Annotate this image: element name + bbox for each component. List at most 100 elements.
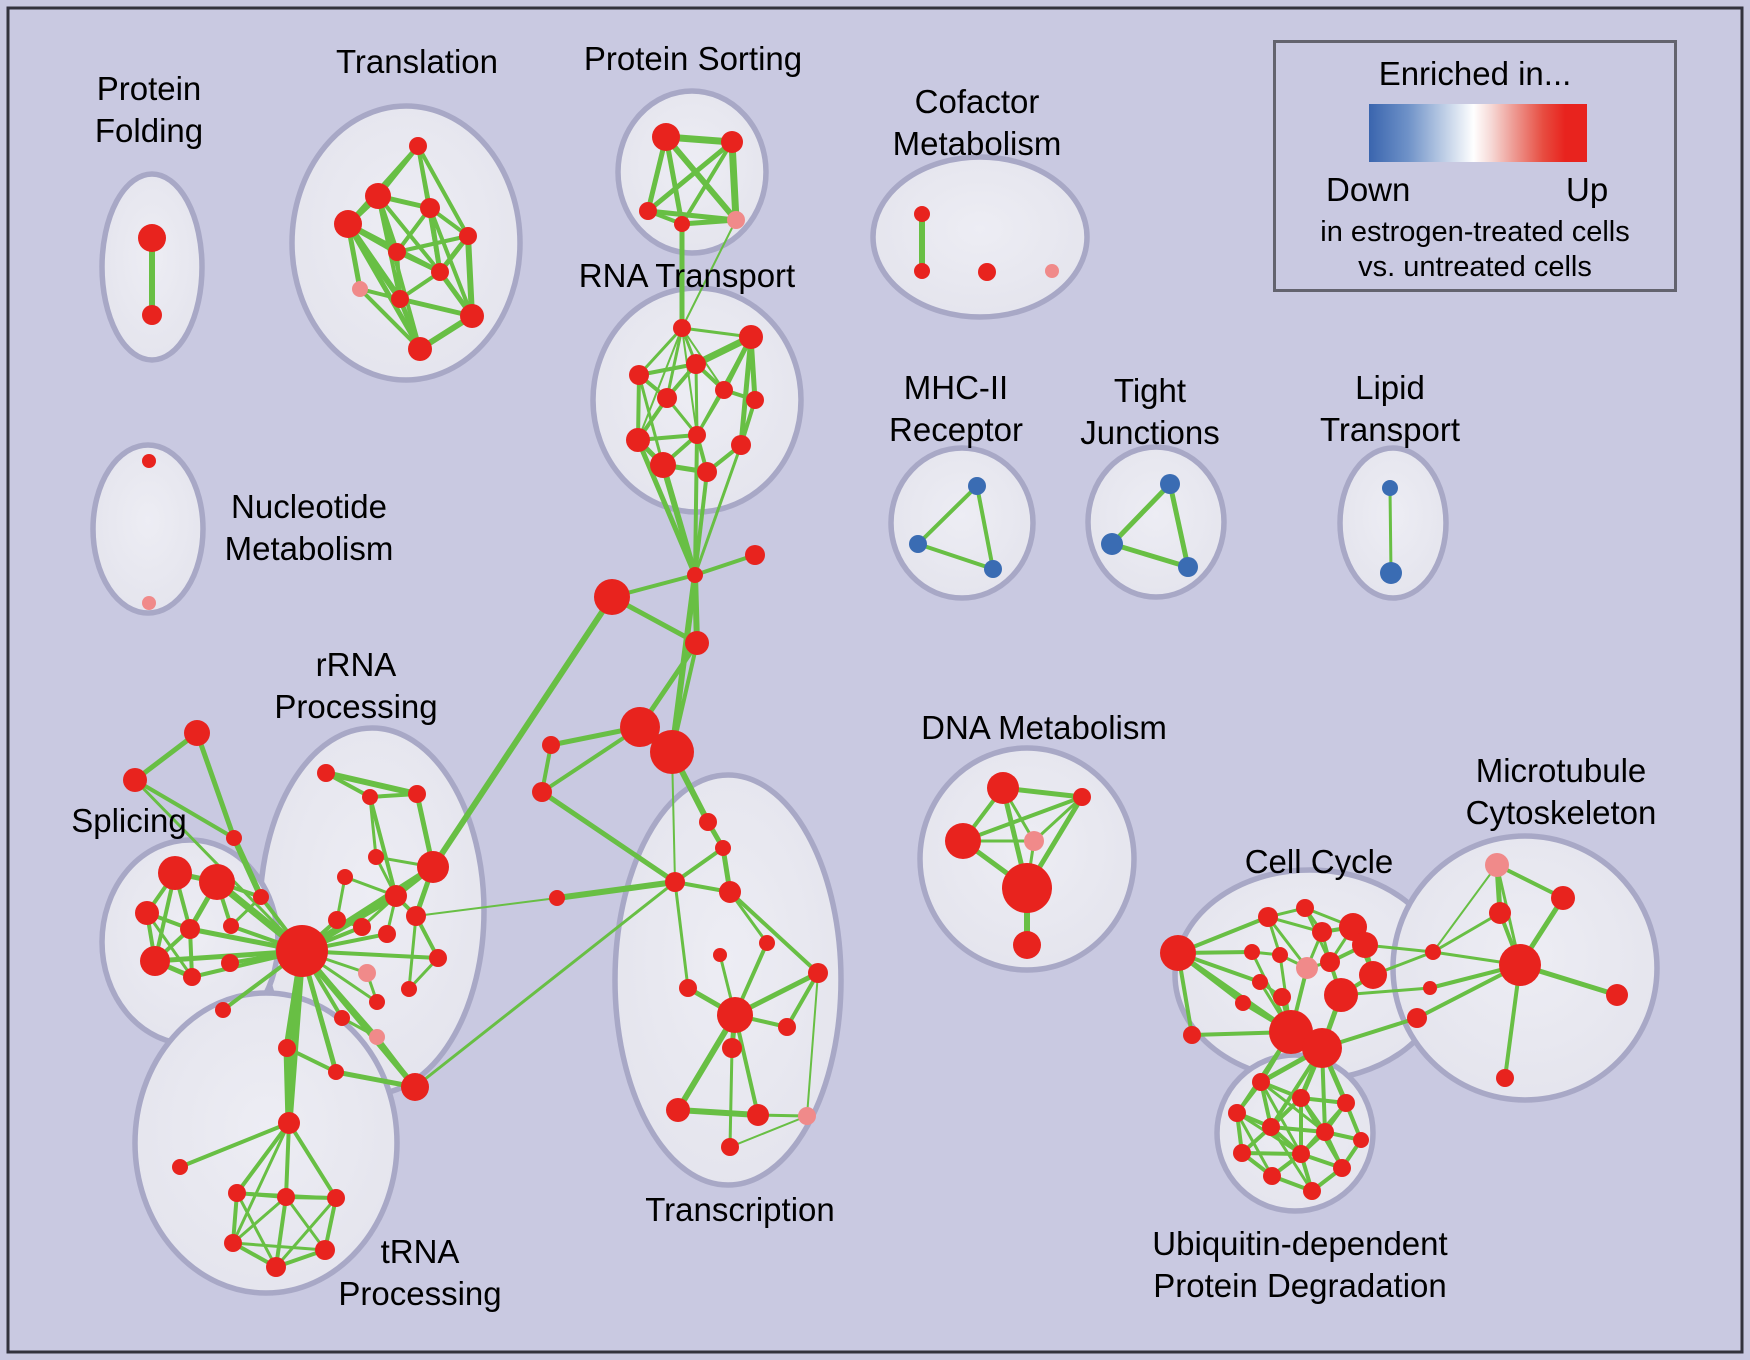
edge-rr1-rr3 [323,770,420,797]
node-cc8 [1296,957,1318,979]
node-tr8 [719,881,741,903]
cluster-cofactor-metabolism-label: Cofactor Metabolism [893,83,1062,162]
cluster-transcription-label: Transcription [645,1191,835,1228]
cluster-rna-transport-label: RNA Transport [579,257,795,294]
node-sl4 [180,919,200,939]
node-sl6 [140,946,170,976]
node-t10 [460,304,484,328]
cluster-microtubule-cytoskeleton-label: Microtubule Cytoskeleton [1466,752,1657,831]
node-ub10 [1333,1159,1351,1177]
node-tr4 [532,782,552,802]
node-ps5 [727,211,745,229]
node-tr13 [679,979,697,997]
node-tr15 [778,1018,796,1036]
cluster-tight-junctions-ellipse [1085,444,1227,600]
node-rr10 [353,918,371,936]
edge-t5-t10 [465,233,475,319]
node-sl1 [158,856,192,890]
node-tr6 [715,840,731,856]
node-cc14 [1359,961,1387,989]
edge-ps1-ps4 [663,134,685,227]
node-dm5 [1002,863,1052,913]
node-tr18 [747,1104,769,1126]
node-sl3 [135,901,159,925]
edge-tj1-tj3 [1167,481,1191,570]
edge-tr7-tr9 [554,879,678,901]
edge-rr2-rr7 [368,795,398,898]
node-bl6 [369,1029,385,1045]
node-rr16 [369,994,385,1010]
edge-rt1-rt9 [681,327,698,436]
node-ub4 [1228,1104,1246,1122]
node-cchubL [1160,935,1196,971]
node-t11 [408,337,432,361]
edge-ub8-ub9 [1240,1151,1303,1156]
node-dm6 [1013,931,1041,959]
legend-up-label: Up [1566,171,1609,208]
node-rr14 [358,964,376,982]
node-cf1 [914,206,930,222]
node-bl3 [328,1064,344,1080]
node-ps2 [721,131,743,153]
node-t1 [409,137,427,155]
edge-st1-st3 [194,730,237,841]
edge-ps1-ps5 [663,134,739,223]
node-tr20 [721,1138,739,1156]
edge-rr15-rr12 [407,914,418,991]
node-ub3 [1337,1094,1355,1112]
node-cf2 [914,263,930,279]
edge-tp0-tp4 [287,1121,338,1200]
node-lp2 [1380,562,1402,584]
edge-rt10-sp1 [693,443,743,577]
node-t6 [388,243,406,261]
node-bl2 [278,1039,296,1057]
node-rt11 [650,452,676,478]
node-cc16 [1183,1026,1201,1044]
cluster-ubiquitin-degradation-label: Ubiquitin-dependent Protein Degradation [1152,1225,1447,1304]
cluster-lipid-transport-label: Lipid Transport [1320,369,1460,448]
node-mh3 [984,560,1002,578]
edge-rt3-rt9 [694,362,699,437]
node-tr19 [798,1107,816,1125]
edge-tp2-tp6 [235,1191,278,1269]
node-rt4 [629,365,649,385]
node-cc6 [1244,944,1260,960]
node-rt6 [715,381,733,399]
edge-cn1-mt3 [1431,911,1502,954]
node-t7 [431,263,449,281]
node-rr13 [429,949,447,967]
edge-tr19-tr20 [729,1115,808,1148]
node-cc13 [1324,978,1358,1012]
node-rt9 [688,426,706,444]
node-mt6 [1496,1069,1514,1087]
cluster-tight-junctions-label: Tight Junctions [1080,372,1219,451]
node-lp1 [1382,480,1398,496]
node-ccbigB [1302,1028,1342,1068]
edge-tp0-tp3 [284,1121,291,1199]
node-cn2 [1423,981,1437,995]
node-mh1 [968,477,986,495]
edge-rr12-tr9 [415,897,558,917]
edge-mh1-mh2 [916,484,979,546]
edge-rt9-sp1 [693,433,699,577]
node-tr14 [717,997,753,1033]
node-tr7 [665,872,685,892]
node-sp1 [687,567,703,583]
node-tr11 [759,935,775,951]
edge-ub5-ub6 [1269,1125,1327,1134]
edge-rt11-sp1 [660,462,698,578]
edge-tp3-tp5 [231,1195,288,1245]
edge-hub-tp0 [285,947,306,1127]
node-rr9 [328,911,346,929]
node-bl4 [401,1073,429,1101]
node-dm2 [1073,788,1091,806]
edge-rt12-sp1 [693,470,709,577]
node-sp3 [594,579,630,615]
edge-tr14-tr17 [675,1012,738,1113]
node-pf1 [138,224,166,252]
node-rt3 [686,354,706,374]
node-st1 [184,720,210,746]
node-mt4 [1499,944,1541,986]
node-ub11 [1263,1167,1281,1185]
